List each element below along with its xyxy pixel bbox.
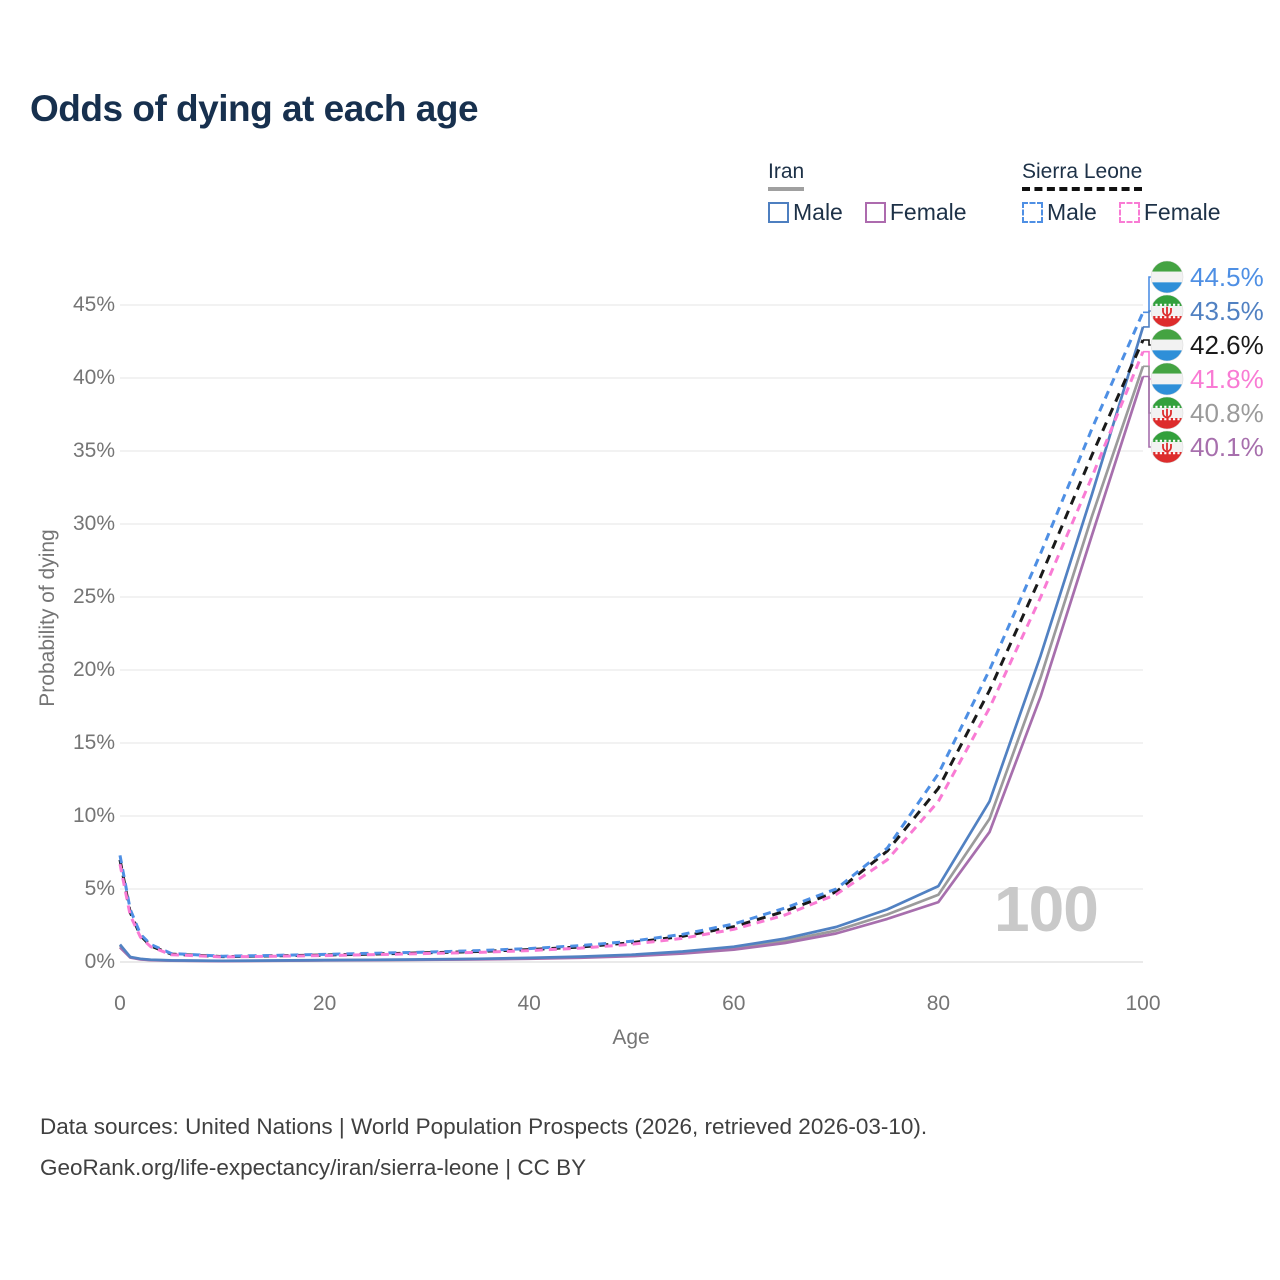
- end-value-label-sierra-leone-both-sexes: 42.6%: [1190, 330, 1264, 360]
- legend-header-iran[interactable]: Iran: [768, 160, 805, 191]
- sierra-leone-male-swatch-icon: [1022, 202, 1043, 223]
- legend-label-sierra-leone-female: Female: [1143, 199, 1221, 225]
- y-tick-label: 25%: [72, 585, 115, 608]
- chart-title: Odds of dying at each age: [30, 88, 479, 129]
- end-value-label-iran-both-sexes: 40.8%: [1190, 398, 1264, 428]
- footer-attribution-link[interactable]: GeoRank.org/life-expectancy/iran/sierra-…: [40, 1155, 587, 1180]
- legend-item-iran-female[interactable]: Female: [864, 199, 967, 226]
- y-tick-label: 0%: [84, 950, 115, 973]
- series-line-sierra-leone-male[interactable]: [118, 311, 1145, 958]
- y-tick-label: 45%: [72, 293, 115, 316]
- series-line-sierra-leone-both-sexes[interactable]: [118, 339, 1145, 959]
- age-counter-watermark: 100: [994, 873, 1099, 945]
- legend-item-sierra-leone-female[interactable]: Female: [1118, 199, 1221, 226]
- legend-group-sierra-leone: Sierra Leone Male Female: [1022, 160, 1221, 226]
- series-line-iran-both-sexes[interactable]: [118, 365, 1145, 963]
- footer-data-sources: Data sources: United Nations | World Pop…: [40, 1114, 928, 1139]
- sierra-leone-flag-icon: [1150, 328, 1184, 362]
- legend-label-sierra-leone-male: Male: [1047, 199, 1097, 225]
- sierra-leone-female-swatch-icon: [1118, 202, 1140, 223]
- legend-header-sierra-leone[interactable]: Sierra Leone: [1022, 160, 1143, 191]
- end-value-label-sierra-leone-female: 41.8%: [1190, 364, 1264, 394]
- y-tick-label: 5%: [84, 877, 115, 900]
- y-tick-label: 40%: [72, 366, 115, 389]
- x-tick-label: 60: [722, 992, 746, 1015]
- sierra-leone-flag-icon: [1150, 362, 1184, 396]
- y-tick-label: 15%: [72, 731, 115, 754]
- y-tick-label: 20%: [72, 658, 115, 681]
- end-value-label-iran-male: 43.5%: [1190, 296, 1264, 326]
- legend-group-iran: Iran Male Female: [768, 160, 967, 226]
- y-tick-label: 10%: [72, 804, 115, 827]
- x-tick-label: 20: [312, 992, 337, 1015]
- iran-flag-icon: [1150, 396, 1184, 430]
- series-line-sierra-leone-female[interactable]: [118, 351, 1145, 959]
- y-tick-label: 30%: [72, 512, 115, 535]
- legend-items-iran: Male Female: [768, 199, 967, 226]
- iran-female-swatch-icon: [864, 202, 886, 223]
- x-tick-label: 80: [926, 992, 951, 1015]
- iran-flag-icon: [1150, 430, 1184, 464]
- legend-item-iran-male[interactable]: Male: [768, 199, 843, 226]
- leader-line: [1143, 365, 1153, 414]
- x-tick-label: 40: [517, 992, 541, 1015]
- x-axis-title: Age: [612, 1026, 650, 1049]
- legend-item-sierra-leone-male[interactable]: Male: [1022, 199, 1097, 226]
- x-tick-label: 100: [1125, 992, 1161, 1015]
- series-line-iran-male[interactable]: [118, 326, 1145, 963]
- iran-flag-icon: [1150, 294, 1184, 328]
- y-tick-label: 35%: [72, 439, 115, 462]
- legend-label-iran-male: Male: [793, 199, 843, 225]
- legend-label-iran-female: Female: [889, 199, 967, 225]
- end-value-label-sierra-leone-male: 44.5%: [1190, 262, 1264, 292]
- y-axis-title: Probability of dying: [36, 529, 59, 707]
- legend-items-sierra-leone: Male Female: [1022, 199, 1221, 226]
- series-line-iran-female[interactable]: [119, 376, 1145, 963]
- iran-male-swatch-icon: [768, 202, 789, 223]
- footer: Data sources: United Nations | World Pop…: [40, 1106, 927, 1188]
- end-value-label-iran-female: 40.1%: [1190, 432, 1264, 462]
- sierra-leone-flag-icon: [1150, 260, 1184, 294]
- x-tick-label: 0: [114, 992, 126, 1015]
